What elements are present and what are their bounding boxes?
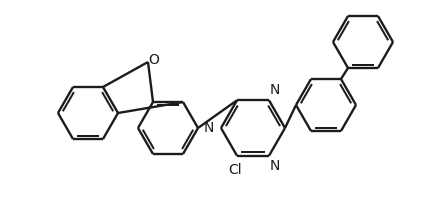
- Text: Cl: Cl: [228, 163, 242, 177]
- Text: O: O: [148, 53, 159, 67]
- Text: N: N: [270, 159, 280, 173]
- Text: N: N: [270, 83, 280, 97]
- Text: N: N: [204, 121, 214, 135]
